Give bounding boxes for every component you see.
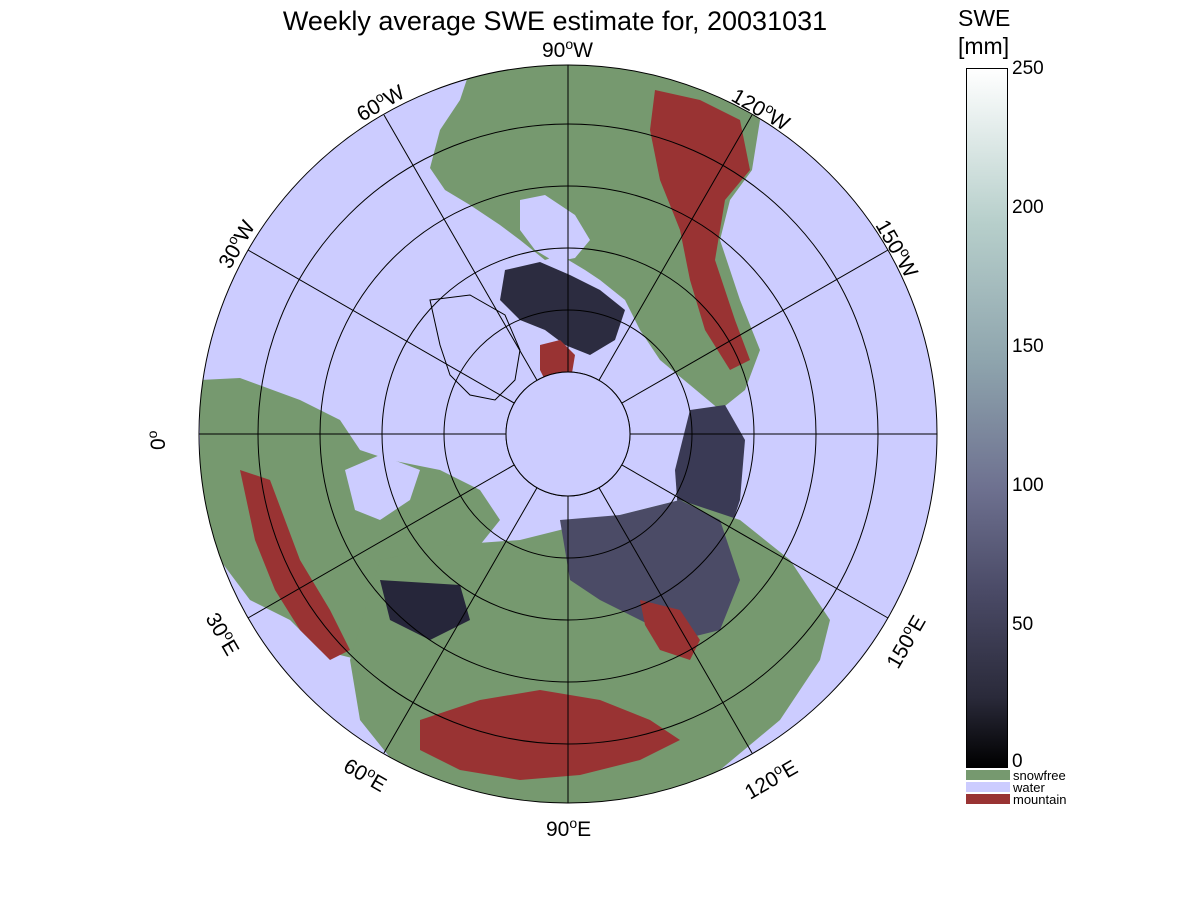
legend-swatch-mountain xyxy=(966,794,1010,804)
lon-label-90e: 90oE xyxy=(546,815,591,841)
lon-label-30e: 30oE xyxy=(201,608,246,660)
polar-map: 90oW 120oW 150oW 180oW 150oE 120oE 90oE … xyxy=(144,36,938,841)
lon-label-0: 0o xyxy=(144,430,170,450)
snow-siberia-dark xyxy=(380,580,470,640)
legend-label-snowfree: snowfree xyxy=(1013,768,1066,783)
lon-label-120e: 120oE xyxy=(740,753,802,804)
mountain-east-asia xyxy=(640,600,700,660)
legend-swatch-water xyxy=(966,782,1010,792)
snow-siberia xyxy=(560,500,740,640)
lon-label-90w: 90oW xyxy=(542,36,593,62)
colorbar-tick: 150 xyxy=(1012,336,1044,357)
legend-label-water: water xyxy=(1013,780,1045,795)
colorbar-tick: 100 xyxy=(1012,475,1044,496)
baltic-sea xyxy=(345,455,420,520)
colorbar-title: SWE [mm] xyxy=(958,4,1010,60)
map-title: Weekly average SWE estimate for, 2003103… xyxy=(282,6,828,36)
colorbar-title-quantity: SWE xyxy=(958,5,1011,31)
colorbar-tick: 200 xyxy=(1012,197,1044,218)
colorbar-tick: 0 xyxy=(1012,751,1023,772)
greenland-outline xyxy=(429,294,521,401)
mountain-rockies xyxy=(650,90,750,370)
landmass-arctic-islands xyxy=(500,262,625,355)
mountain-alps xyxy=(240,470,350,660)
pole-hole xyxy=(505,371,631,497)
legend-label-mountain: mountain xyxy=(1013,792,1067,807)
colorbar-title-unit: [mm] xyxy=(958,33,1010,59)
colorbar xyxy=(966,68,1008,768)
mountain-himalaya xyxy=(420,690,680,780)
lon-label-60e: 60oE xyxy=(340,752,392,797)
colorbar-tick: 250 xyxy=(1012,58,1044,79)
legend-swatch-snowfree xyxy=(966,770,1010,780)
hudson-bay xyxy=(520,195,590,262)
colorbar-tick: 50 xyxy=(1012,614,1034,635)
